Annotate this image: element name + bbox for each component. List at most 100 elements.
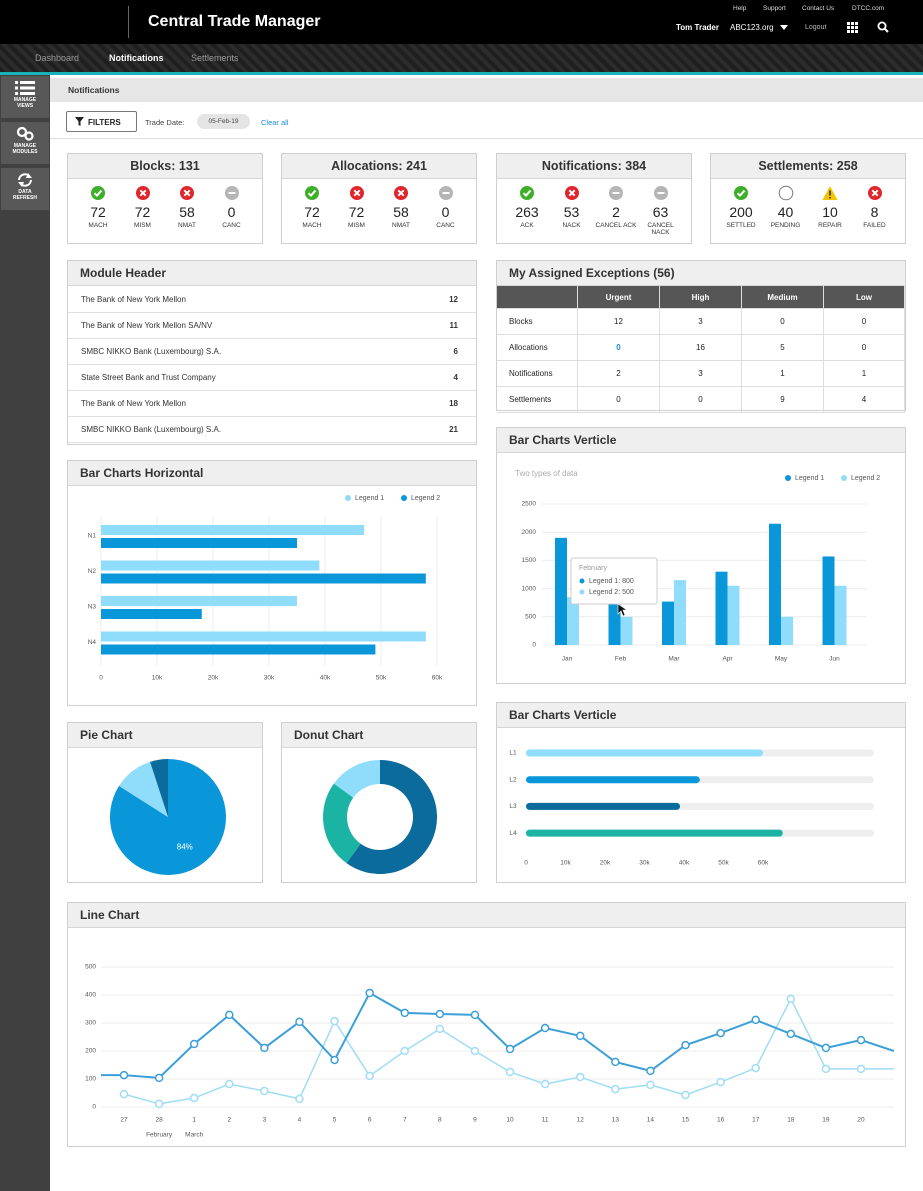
table-cell: 16	[660, 335, 742, 361]
legend-swatch	[841, 475, 847, 481]
top-link[interactable]: DTCC.com	[852, 5, 885, 12]
bar	[727, 585, 740, 645]
bar	[101, 538, 297, 548]
panel-title: Bar Charts Verticle	[497, 428, 905, 453]
module-count: 4	[453, 373, 458, 382]
y-tick-label: 400	[85, 992, 96, 999]
table-cell: 0	[824, 309, 905, 335]
sidebar-button[interactable]: DATA REFRESH	[1, 168, 49, 210]
top-bar: Central Trade Manager Help Support Conta…	[0, 0, 923, 44]
status-icon	[438, 186, 453, 200]
separator	[128, 6, 129, 38]
bar-label: L2	[509, 776, 517, 783]
table-header-cell	[497, 286, 578, 309]
status-label: SETTLED	[726, 222, 756, 229]
table-cell[interactable]: 0	[578, 335, 660, 361]
trade-date-chip[interactable]: 05-Feb-19	[197, 114, 250, 129]
table-cell: 3	[660, 309, 742, 335]
sidebar-button[interactable]: MANAGE MODULES	[1, 122, 49, 164]
nav-tab[interactable]: Notifications	[109, 53, 164, 63]
panel-title: Bar Charts Verticle	[497, 703, 905, 728]
point	[189, 1093, 199, 1103]
bar	[781, 616, 793, 645]
panel-title: Pie Chart	[68, 723, 262, 748]
x-tick-label: 20	[857, 1117, 865, 1124]
panel-title: Notifications: 384	[497, 154, 691, 179]
status-label: MISM	[348, 222, 365, 229]
module-name: SMBC NIKKO Bank (Luxembourg) S.A.	[81, 425, 222, 434]
tooltip-swatch	[579, 589, 585, 595]
module-count: 18	[449, 399, 458, 408]
status-label: NMAT	[392, 222, 410, 229]
apps-icon[interactable]	[847, 22, 858, 33]
sidebar-label: MANAGE VIEWS	[13, 97, 37, 109]
x-tick-label: Jan	[562, 656, 573, 663]
point	[119, 1070, 129, 1080]
row-label: Notifications	[497, 361, 578, 387]
bar	[715, 571, 728, 645]
tooltip-title: February	[579, 565, 608, 572]
nav-tab[interactable]: Settlements	[191, 53, 239, 63]
accent-line	[0, 72, 923, 75]
search-icon[interactable]	[877, 21, 889, 33]
x-tick-label: 27	[120, 1117, 128, 1124]
status-label: REPAIR	[818, 222, 842, 229]
chart-canvas: 84%	[109, 759, 226, 875]
x-tick-label: 4	[298, 1117, 302, 1124]
x-tick-label: 0	[524, 860, 528, 867]
table-header-cell: Low	[824, 286, 905, 309]
point	[119, 1089, 129, 1099]
org-selector[interactable]: ABC123.org	[730, 23, 774, 32]
chart-panel: Line Chart 0 100 200 300 400 500 27 28 February 1 M…	[67, 902, 906, 1147]
sidebar-button[interactable]: MANAGE VIEWS	[1, 76, 49, 118]
bar	[834, 585, 847, 645]
panel-title: Module Header	[68, 261, 476, 286]
bar-label: L1	[509, 750, 517, 757]
legend-label: Legend 2	[411, 495, 440, 502]
status-label: CANC	[436, 222, 455, 229]
x-sublabel: March	[185, 1132, 203, 1139]
user-name: Tom Trader	[676, 23, 719, 32]
x-tick-label: Mar	[668, 656, 680, 663]
y-tick-label: N2	[88, 568, 97, 575]
slice	[323, 783, 361, 864]
legend-label: Legend 2	[851, 475, 880, 482]
icon-glyph	[522, 189, 532, 198]
bar	[567, 597, 579, 645]
status-icon	[822, 186, 838, 200]
icon-glyph	[736, 189, 746, 198]
point	[400, 1046, 410, 1056]
bar	[608, 599, 621, 645]
module-row: SMBC NIKKO Bank (Luxembourg) S.A. 6	[68, 338, 476, 365]
y-tick-label: 300	[85, 1020, 96, 1027]
table-cell: 3	[660, 361, 742, 387]
status-count: 72	[134, 204, 151, 220]
status-count: 72	[348, 204, 365, 220]
chart-canvas: L1 L2 L3 L4 0 10k 20k 30k 40k 50k 60k	[509, 749, 874, 867]
x-tick-label: 20k	[600, 860, 611, 867]
icon-glyph	[353, 189, 360, 197]
clear-all-link[interactable]: Clear all	[261, 118, 289, 127]
point	[189, 1039, 199, 1049]
logout-link[interactable]: Logout	[805, 24, 827, 31]
refresh-icon	[18, 173, 32, 187]
divider	[50, 138, 923, 139]
top-link[interactable]: Support	[763, 5, 786, 12]
filters-button[interactable]: FILTERS	[66, 111, 137, 132]
x-tick-label: 14	[647, 1117, 655, 1124]
y-tick-label: 500	[85, 964, 96, 971]
trade-date-label: Trade Date:	[145, 118, 185, 127]
table-cell: 0	[824, 335, 905, 361]
dropdown-caret[interactable]	[780, 25, 788, 31]
point	[154, 1073, 164, 1083]
status-icon	[778, 185, 793, 201]
nav-bar: Dashboard Notifications Settlements	[0, 44, 923, 72]
top-link[interactable]: Help	[733, 5, 747, 12]
module-row: SMBC NIKKO Bank (Luxembourg) S.A. 21	[68, 416, 476, 443]
bar	[101, 609, 202, 619]
breadcrumb-bar: Notifications	[50, 78, 923, 102]
x-tick-label: Apr	[722, 656, 733, 663]
nav-tab[interactable]: Dashboard	[35, 53, 80, 63]
top-link[interactable]: Contact Us	[802, 5, 835, 12]
